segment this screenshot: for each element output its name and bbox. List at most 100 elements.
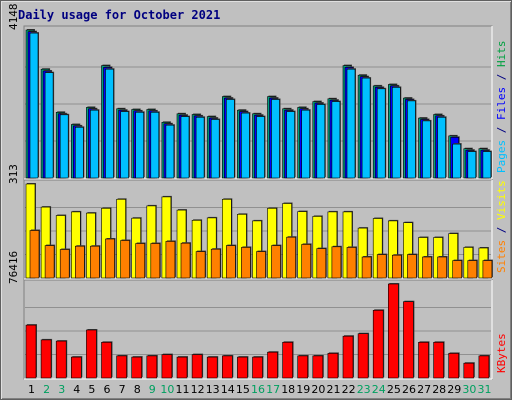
- bar-pages-day-19: [301, 109, 311, 179]
- x-tick-label: 30: [462, 383, 476, 396]
- bar-kbytes-day-10: [161, 354, 173, 379]
- bar-pages-day-6: [105, 68, 114, 179]
- bar-sites-day-3: [59, 249, 70, 279]
- bar-sites-day-5: [90, 245, 100, 279]
- x-tick-label: 9: [149, 383, 156, 396]
- bar-pages-day-11: [180, 116, 190, 179]
- bar-kbytes-day-13: [206, 356, 218, 379]
- bar-sites-day-15: [241, 247, 251, 279]
- bar-sites-day-8: [135, 243, 145, 279]
- bar-kbytes-day-15: [237, 356, 248, 379]
- bar-kbytes-day-26: [403, 301, 414, 379]
- x-tick-label: 26: [402, 383, 416, 396]
- bar-pages-day-13: [210, 119, 220, 179]
- bar-kbytes-day-4: [71, 356, 82, 379]
- bar-sites-day-22: [346, 247, 357, 279]
- x-tick-label: 10: [160, 383, 174, 396]
- bar-kbytes-day-28: [433, 341, 444, 379]
- bar-kbytes-day-20: [312, 355, 324, 379]
- bar-pages-day-15: [241, 112, 250, 179]
- bar-kbytes-day-7: [116, 355, 127, 379]
- x-tick-label: 14: [221, 383, 235, 396]
- bar-pages-day-3: [59, 114, 69, 179]
- bar-kbytes-day-9: [146, 355, 158, 379]
- bar-pages-day-20: [316, 104, 326, 179]
- bar-pages-day-21: [331, 101, 341, 179]
- side-legend: Sites / Visits: [495, 180, 508, 273]
- legend-entry: /: [495, 220, 508, 240]
- x-tick-label: 3: [58, 383, 65, 396]
- x-tick-label: 12: [191, 383, 205, 396]
- bar-kbytes-day-1: [25, 324, 37, 379]
- x-tick-label: 19: [296, 383, 310, 396]
- bar-kbytes-day-17: [267, 351, 278, 379]
- legend-entry: /: [495, 67, 508, 87]
- bar-sites-day-21: [331, 246, 342, 279]
- bar-kbytes-day-21: [327, 353, 339, 379]
- x-tick-label: 1: [28, 383, 35, 396]
- bar-kbytes-day-31: [478, 355, 490, 379]
- x-tick-label: 2: [43, 383, 50, 396]
- y-max-label: 4148: [7, 4, 20, 31]
- bar-sites-day-17: [271, 245, 281, 279]
- bar-pages-day-27: [422, 120, 431, 179]
- x-tick-label: 11: [176, 383, 190, 396]
- bar-kbytes-day-27: [418, 341, 429, 379]
- x-tick-label: 24: [372, 383, 386, 396]
- x-tick-label: 25: [387, 383, 401, 396]
- bar-sites-day-25: [391, 254, 402, 279]
- bar-sites-day-12: [195, 251, 206, 279]
- bar-sites-day-27: [422, 256, 432, 279]
- bar-pages-day-10: [165, 124, 175, 179]
- bar-pages-day-14: [226, 99, 235, 179]
- bar-sites-day-26: [407, 254, 417, 279]
- bar-sites-day-20: [316, 248, 327, 279]
- bar-pages-day-28: [437, 117, 446, 179]
- bar-sites-day-1: [29, 230, 40, 279]
- x-tick-label: 6: [104, 383, 111, 396]
- x-tick-label: 7: [119, 383, 126, 396]
- x-tick-label: 27: [417, 383, 431, 396]
- bar-kbytes-day-11: [176, 356, 188, 379]
- bar-sites-day-23: [361, 256, 372, 279]
- x-tick-label: 23: [357, 383, 371, 396]
- chart-panels: 4148 Pages / Files / Hits 313 Sites / Visit…: [7, 4, 508, 380]
- bar-sites-day-9: [150, 243, 161, 279]
- x-axis-ticks: 1 2 3 4 5 6 7 8 9 10 11 12 13 14 15 16 17 18 19 20 21 22 23 24 2…: [28, 383, 492, 396]
- bar-sites-day-30: [467, 260, 478, 279]
- x-tick-label: 18: [281, 383, 295, 396]
- bar-pages-day-7: [120, 111, 129, 179]
- panel-hits-files-pages: 4148 Pages / Files / Hits: [7, 4, 508, 180]
- legend-entry: Sites: [495, 240, 508, 273]
- x-tick-label: 5: [88, 383, 95, 396]
- bar-pages-day-4: [75, 127, 84, 179]
- bar-pages-day-17: [271, 99, 280, 179]
- bar-sites-day-2: [44, 245, 55, 279]
- panel-visits-sites: 313 Sites / Visits: [7, 164, 508, 280]
- bar-pages-day-31: [482, 151, 492, 179]
- legend-entry: /: [495, 120, 508, 140]
- bar-pages-day-5: [90, 109, 99, 179]
- legend-entry: Visits: [495, 180, 508, 220]
- bar-kbytes-day-24: [372, 309, 384, 379]
- legend-entry: Pages: [495, 140, 508, 173]
- bar-pages-day-30: [467, 151, 477, 179]
- side-legend: Pages / Files / Hits: [495, 41, 508, 174]
- y-max-label: 76416: [7, 251, 20, 284]
- bar-pages-day-9: [150, 112, 160, 179]
- x-tick-label: 4: [73, 383, 80, 396]
- x-tick-label: 29: [447, 383, 461, 396]
- bar-kbytes-day-5: [86, 329, 97, 379]
- bar-pages-day-24: [376, 88, 386, 179]
- bar-sites-day-13: [210, 248, 221, 279]
- bar-pages-day-22: [346, 68, 356, 179]
- x-tick-label: 21: [327, 383, 341, 396]
- bar-pages-day-8: [135, 112, 144, 179]
- legend-entry: Files: [495, 87, 508, 120]
- bar-pages-day-12: [195, 117, 205, 179]
- bar-sites-day-14: [226, 245, 236, 279]
- x-tick-label: 8: [134, 383, 141, 396]
- side-legend: KBytes: [495, 333, 508, 373]
- bar-kbytes-day-18: [282, 341, 293, 379]
